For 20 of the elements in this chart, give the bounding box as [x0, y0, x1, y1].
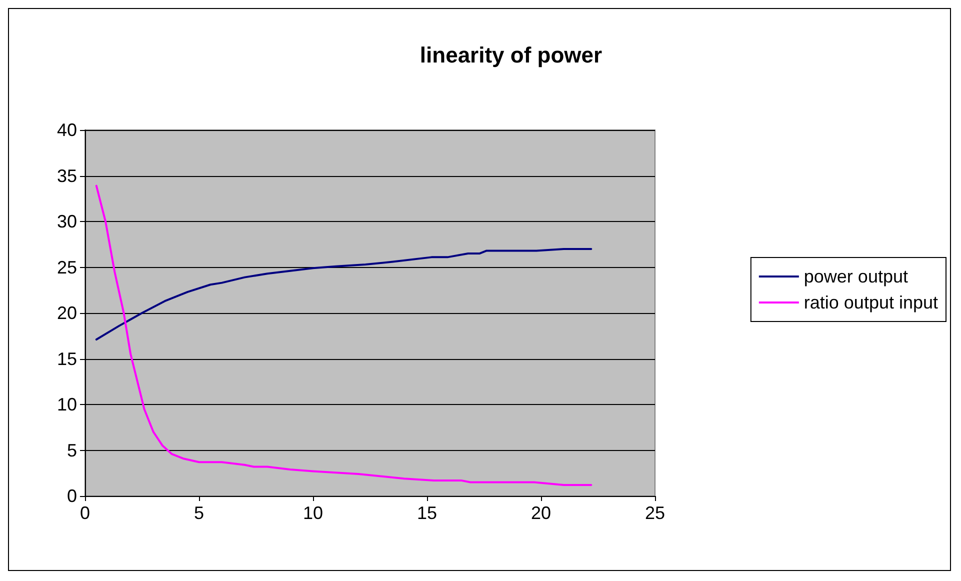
x-tick-label: 0	[80, 503, 90, 523]
chart-title: linearity of power	[420, 42, 603, 68]
line-series	[95, 248, 592, 341]
y-tick-label: 10	[56, 394, 77, 414]
x-tick-label: 15	[416, 503, 438, 523]
legend-label: power output	[804, 266, 908, 286]
y-tick-label: 40	[56, 120, 77, 140]
x-tick-label: 25	[644, 503, 666, 523]
x-tick-label: 10	[302, 503, 324, 523]
y-tick-label: 30	[56, 212, 77, 232]
x-tick-label: 5	[194, 503, 204, 523]
x-tick-label: 20	[530, 503, 552, 523]
y-tick-label: 25	[56, 257, 77, 278]
legend-label: ratio output input	[804, 292, 938, 312]
y-tick-label: 20	[56, 303, 77, 323]
y-tick-label: 0	[66, 486, 77, 506]
y-tick-label: 15	[56, 348, 77, 369]
y-tick-label: 35	[56, 166, 77, 186]
line-series	[95, 184, 592, 486]
y-tick-label: 5	[66, 440, 77, 460]
